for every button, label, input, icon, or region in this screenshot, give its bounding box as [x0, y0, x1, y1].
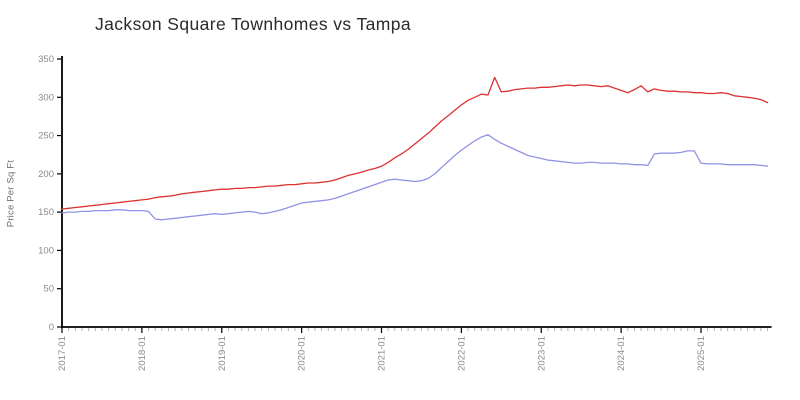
y-tick-label: 150	[38, 207, 54, 218]
x-tick-label: 2021-01	[377, 336, 388, 371]
x-tick-label: 2024-01	[616, 336, 627, 371]
x-tick-label: 2017-01	[57, 336, 68, 371]
y-tick-label: 200	[38, 169, 54, 180]
x-tick-label: 2020-01	[297, 336, 308, 371]
y-tick-label: 50	[43, 284, 54, 295]
x-tick-label: 2018-01	[137, 336, 148, 371]
x-tick-label: 2022-01	[456, 336, 467, 371]
x-tick-label: 2019-01	[217, 336, 228, 371]
x-tick-label: 2023-01	[536, 336, 547, 371]
series-blue-line	[61, 134, 769, 221]
x-tick-label: 2025-01	[696, 336, 707, 371]
y-tick-label: 300	[38, 92, 54, 103]
y-tick-label: 0	[49, 322, 54, 333]
y-tick-label: 350	[38, 54, 54, 65]
y-tick-label: 250	[38, 131, 54, 142]
y-tick-label: 100	[38, 245, 54, 256]
series-red-line	[61, 76, 769, 210]
chart-title: Jackson Square Townhomes vs Tampa	[95, 14, 412, 34]
